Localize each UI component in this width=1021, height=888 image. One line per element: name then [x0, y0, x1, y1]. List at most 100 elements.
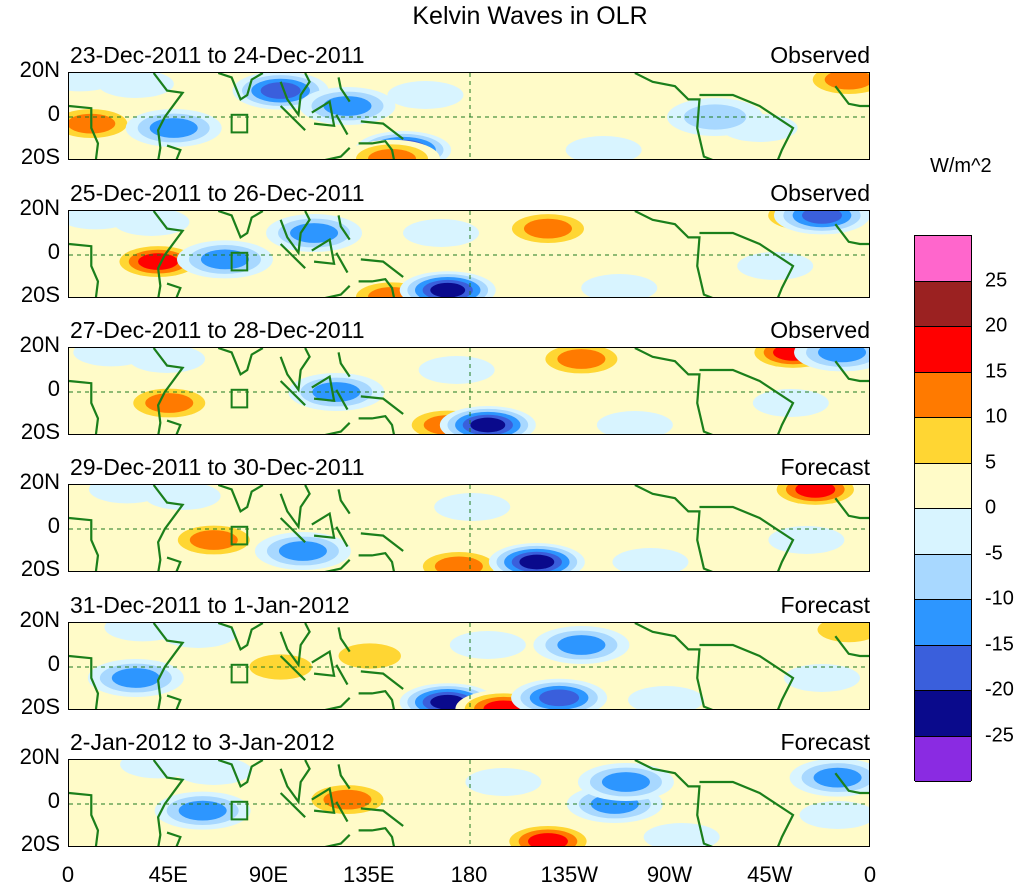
anomaly-contour — [418, 356, 495, 384]
region-box — [230, 113, 249, 134]
coastline — [217, 211, 264, 240]
y-tick-label: 0 — [47, 513, 60, 538]
anomaly-contour — [323, 96, 372, 116]
x-tick-label: 0 — [863, 862, 877, 887]
coastline — [358, 552, 395, 571]
coastline — [217, 623, 264, 652]
panel-date-range: 25-Dec-2011 to 26-Dec-2011 — [70, 180, 365, 206]
colorbar-box — [915, 372, 971, 418]
anomaly-contour — [200, 249, 249, 270]
y-tick-label: 0 — [47, 239, 60, 264]
anomaly-contour — [138, 253, 179, 270]
anomaly-contour — [737, 252, 814, 280]
region-box — [230, 800, 249, 821]
anomaly-contour — [799, 801, 869, 829]
coastline — [337, 215, 351, 241]
anomaly-contour — [260, 82, 301, 99]
anomaly-contour — [632, 76, 709, 105]
anomaly-contour — [523, 515, 600, 543]
y-tick-label: 0 — [47, 788, 60, 813]
colorbar-units: W/m^2 — [930, 155, 992, 177]
anomaly-contour — [663, 351, 740, 380]
x-tick-label: 135E — [343, 862, 395, 887]
coastline — [834, 497, 869, 520]
region-box — [230, 525, 249, 546]
coastline — [834, 635, 869, 658]
coastline — [279, 485, 311, 530]
map-panel: 25-Dec-2011 to 26-Dec-2011 Observed 20N 0 20… — [0, 180, 880, 317]
coastline — [279, 623, 311, 668]
panel-date-range: 31-Dec-2011 to 1-Jan-2012 — [70, 592, 350, 618]
coastline — [360, 120, 404, 140]
coastline — [834, 85, 869, 108]
anomaly-contour — [752, 389, 829, 417]
anomaly-contour — [73, 348, 150, 367]
coastline — [311, 649, 336, 678]
anomaly-field — [69, 348, 869, 434]
map-panel: 23-Dec-2011 to 24-Dec-2011 Observed 20N 0 20… — [0, 42, 880, 179]
coastline — [152, 623, 185, 709]
coastline — [634, 485, 713, 571]
coastline — [360, 670, 404, 690]
anomaly-contour — [841, 400, 869, 428]
chart-title: Kelvin Waves in OLR — [412, 2, 648, 30]
coastline — [335, 664, 349, 686]
coastline — [166, 556, 182, 571]
y-tick-label: 20N — [19, 469, 60, 494]
coastline — [166, 282, 182, 297]
anomaly-contour — [565, 136, 642, 159]
anomaly-field — [69, 211, 869, 297]
anomaly-field — [69, 623, 869, 709]
x-tick-label: 45E — [148, 862, 188, 887]
coastline — [279, 380, 306, 406]
coastline — [217, 348, 264, 377]
y-tick-label: 20S — [20, 556, 60, 581]
coastline — [166, 831, 182, 846]
anomaly-contour — [376, 829, 453, 846]
coastline — [634, 211, 713, 297]
panel-date-range: 2-Jan-2012 to 3-Jan-2012 — [70, 729, 335, 755]
coastline — [360, 532, 404, 552]
colorbar-label: -10 — [985, 587, 1014, 610]
coastline — [311, 99, 336, 128]
coastline — [324, 422, 351, 434]
coastline — [69, 104, 100, 159]
coastline — [634, 73, 713, 159]
coastline — [324, 559, 351, 571]
panel-status-label: Observed — [770, 180, 870, 206]
coastline — [279, 73, 311, 118]
anomaly-contour — [88, 485, 165, 504]
anomaly-contour — [290, 223, 339, 243]
coastline — [337, 489, 351, 515]
coastline — [634, 623, 713, 709]
coastline — [279, 243, 306, 269]
map-panel: 27-Dec-2011 to 28-Dec-2011 Observed 20N 0 20… — [0, 317, 880, 454]
panel-date-range: 29-Dec-2011 to 30-Dec-2011 — [70, 454, 365, 480]
region-box — [230, 251, 249, 272]
panel-status-label: Observed — [770, 42, 870, 68]
colorbar-box — [915, 509, 971, 555]
anomaly-contour — [120, 760, 197, 779]
coastline — [634, 348, 713, 434]
anomaly-contour — [338, 643, 401, 669]
coastline — [152, 211, 185, 297]
anomaly-contour — [278, 541, 327, 561]
coastline — [166, 694, 182, 709]
colorbar-box — [915, 691, 971, 737]
coastline — [699, 505, 795, 571]
colorbar-label: 10 — [985, 405, 1008, 428]
anomaly-contour — [768, 526, 845, 554]
region-box — [230, 663, 249, 684]
coastline — [634, 760, 713, 846]
y-tick-label: 20S — [20, 419, 60, 444]
olr-anomaly-map — [68, 484, 870, 572]
anomaly-contour — [69, 73, 119, 92]
anomaly-contour — [387, 81, 464, 109]
anomaly-contour — [795, 485, 836, 498]
olr-anomaly-map — [68, 210, 870, 298]
coastline — [699, 231, 795, 297]
map-panel: 2-Jan-2012 to 3-Jan-2012 Forecast 20N 0 20S — [0, 729, 880, 866]
colorbar-label: 20 — [985, 314, 1008, 337]
coastline — [699, 93, 795, 159]
y-tick-label: 20S — [20, 694, 60, 719]
